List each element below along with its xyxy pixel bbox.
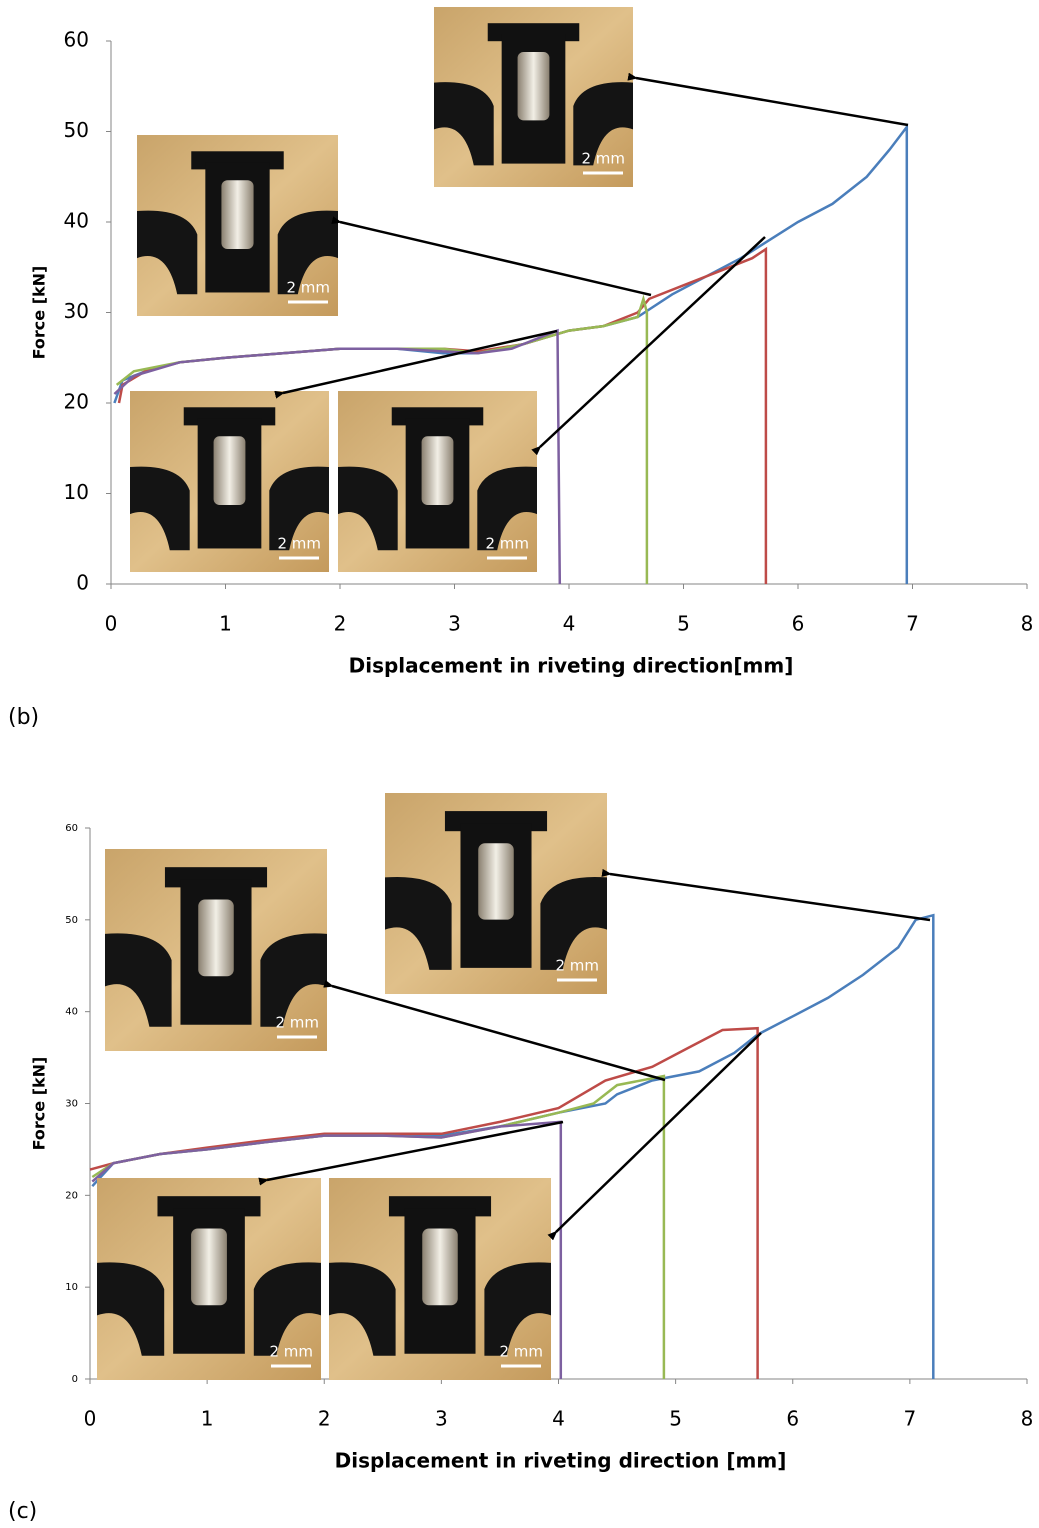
scale-label: 2 mm: [555, 957, 599, 975]
y-tick-label: 10: [64, 480, 89, 504]
scale-label: 2 mm: [485, 535, 529, 553]
arrow: [340, 222, 651, 295]
y-tick-label: 0: [72, 1374, 78, 1385]
scale-label: 2 mm: [581, 150, 625, 168]
arrow: [267, 1122, 563, 1180]
y-tick-label: 50: [65, 915, 78, 926]
y-tick-label: 10: [65, 1282, 78, 1293]
y-tick-label: 40: [64, 209, 89, 233]
y-tick-label: 60: [65, 823, 78, 834]
chart: 0 10 20 30 40 50 60 0 1 2 3 4 5 6 7 8 Displacement in ri…: [8, 793, 1033, 1524]
x-tick-label: 2: [318, 1407, 331, 1431]
rivet-cylinder: [518, 52, 550, 120]
x-tick-label: 6: [786, 1407, 799, 1431]
y-tick-label: 0: [76, 571, 89, 595]
scale-label: 2 mm: [275, 1014, 319, 1032]
rivet-cylinder: [214, 436, 246, 505]
panel-label: (b): [8, 705, 39, 730]
rivet-cylinder: [422, 436, 454, 505]
x-tick-label: 2: [334, 612, 347, 636]
x-tick-label: 8: [1021, 1407, 1034, 1431]
arrow: [283, 331, 557, 393]
x-tick-label: 4: [563, 612, 576, 636]
rivet-cylinder: [221, 180, 253, 249]
y-axis-label: Force [kN]: [30, 1057, 49, 1151]
x-axis-label: Displacement in riveting direction [mm]: [335, 1449, 787, 1473]
scale-label: 2 mm: [499, 1343, 543, 1361]
y-tick-label: 20: [64, 390, 89, 414]
x-tick-label: 6: [792, 612, 805, 636]
x-tick-label: 0: [84, 1407, 97, 1431]
rivet-cylinder: [478, 843, 514, 919]
x-tick-label: 4: [552, 1407, 565, 1431]
arrow: [610, 874, 930, 920]
scale-label: 2 mm: [286, 279, 330, 297]
y-tick-label: 60: [64, 28, 89, 52]
x-tick-label: 8: [1021, 612, 1034, 636]
arrow: [332, 986, 665, 1080]
x-tick-label: 3: [448, 612, 461, 636]
x-tick-label: 5: [677, 612, 690, 636]
arrow: [540, 237, 765, 447]
arrow: [636, 78, 908, 125]
scale-label: 2 mm: [269, 1343, 313, 1361]
x-tick-label: 3: [435, 1407, 448, 1431]
x-tick-label: 7: [904, 1407, 917, 1431]
y-tick-label: 40: [65, 1007, 78, 1018]
x-tick-label: 1: [201, 1407, 214, 1431]
rivet-cylinder: [422, 1229, 458, 1306]
y-tick-label: 20: [65, 1190, 78, 1201]
y-tick-label: 50: [64, 118, 89, 142]
x-tick-label: 1: [219, 612, 232, 636]
y-tick-label: 30: [64, 299, 89, 323]
chart: 0 10 20 30 40 50 60 0 1 2 3 4 5 6 7 8 Displacement in ri…: [8, 7, 1033, 730]
rivet-cylinder: [191, 1229, 227, 1306]
x-tick-label: 0: [105, 612, 118, 636]
x-tick-label: 7: [906, 612, 919, 636]
x-axis-label: Displacement in riveting direction[mm]: [349, 654, 794, 678]
scale-label: 2 mm: [277, 535, 321, 553]
y-axis-label: Force [kN]: [30, 266, 49, 360]
figure: 0102030405060012345678Displacement in ri…: [0, 0, 1039, 1528]
rivet-cylinder: [198, 900, 234, 977]
x-tick-label: 5: [669, 1407, 682, 1431]
y-tick-label: 30: [65, 1099, 78, 1110]
panel-label: (c): [8, 1499, 37, 1524]
